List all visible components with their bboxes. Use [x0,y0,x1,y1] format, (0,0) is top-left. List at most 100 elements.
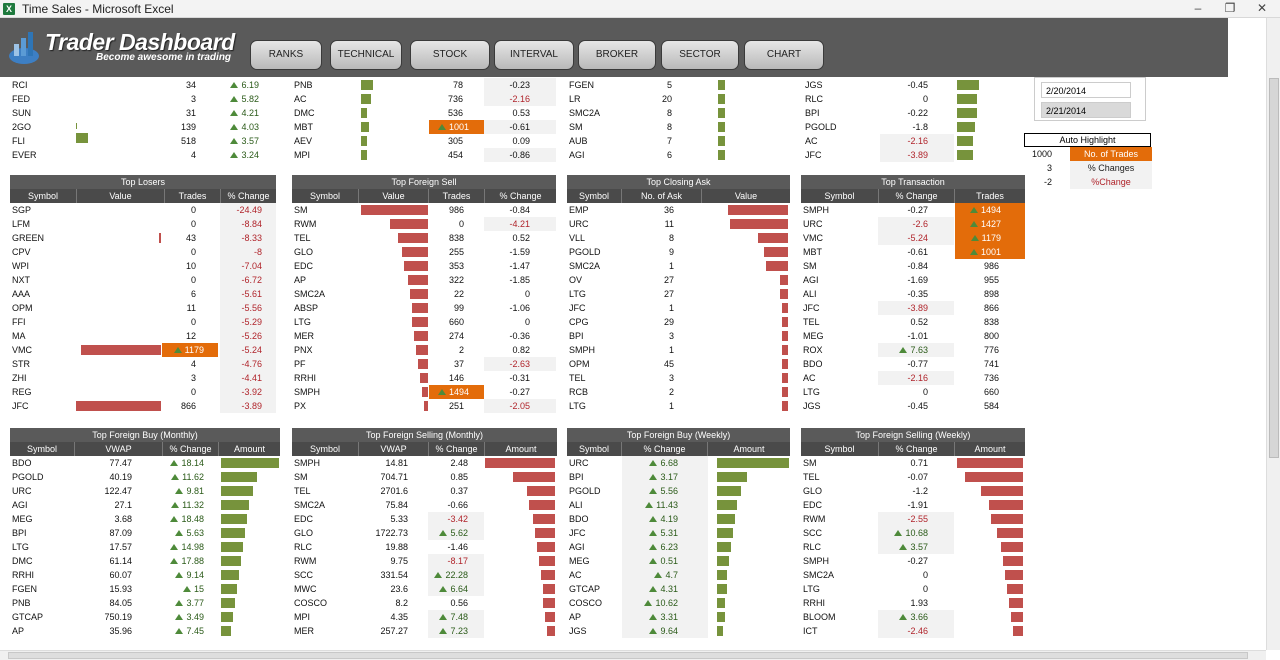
partial-c-symbol: SM [569,122,583,132]
minimize-icon[interactable]: ‒ [1194,1,1202,15]
fbm-symbol: MEG [12,514,33,524]
fbm-change: 3.49 [160,610,204,624]
horizontal-scrollbar[interactable] [0,650,1266,660]
partial-d-change: 0 [922,94,928,104]
date-item[interactable]: 2/20/2014 [1041,82,1131,98]
scroll-thumb[interactable] [1269,78,1279,458]
up-arrow-icon [970,235,979,241]
partial-b-change: 0.09 [512,136,530,146]
vertical-scrollbar[interactable] [1266,18,1280,650]
partial-a-change: 5.82 [205,92,259,106]
up-arrow-icon [644,600,653,606]
nav-button-sector[interactable]: SECTOR [661,40,739,70]
value-bar [81,345,161,355]
ask-count: 1 [668,345,674,355]
ask-symbol: JFC [569,303,586,313]
partial-a-change: 6.19 [205,78,259,92]
losers-symbol: OPM [12,303,33,313]
losers-change: -6.72 [241,275,262,285]
top_transaction-header: Symbol % Change Trades [801,189,1025,203]
fsell-trades: 2 [458,345,464,355]
nav-button-chart[interactable]: CHART [744,40,824,70]
up-arrow-icon [170,558,179,564]
cell-bg [622,554,708,568]
cell-bg [428,582,484,596]
trans-trades: 800 [983,331,999,341]
value-bar [361,136,367,146]
fsell-change: -2.63 [509,359,530,369]
value-bar [782,345,788,355]
top_foreign_sell-header: Symbol Value Trades% Change [292,189,556,203]
cell-bg [622,568,708,582]
cell-bg [622,498,708,512]
up-arrow-icon [182,586,191,592]
up-arrow-icon [170,516,179,522]
fsm-change: -8.17 [447,556,468,566]
rule-value[interactable]: 3 [1046,163,1052,173]
value-bar [398,233,428,243]
fsell-symbol: SMPH [294,387,321,397]
ask-symbol: OPM [569,359,590,369]
rule-value[interactable]: 1000 [1031,149,1052,159]
fsm-symbol: SM [294,472,308,482]
trans-trades: 1001 [955,245,1001,259]
nav-button-technical[interactable]: TECHNICAL [330,40,402,70]
top_foreign_sell-col-0: Symbol [309,191,340,201]
trans-change: 0 [922,387,928,397]
trans-change: -1.01 [907,331,928,341]
fsm-vwap: 4.35 [390,612,408,622]
hscroll-thumb[interactable] [8,652,1248,659]
top_closing_ask-col-0: Symbol [578,191,609,201]
fsw-change: -0.07 [907,472,928,482]
nav-button-ranks[interactable]: RANKS [250,40,322,70]
neg-cell-bg [484,399,556,413]
losers-change: -24.49 [236,205,262,215]
fsell-change: -1.59 [509,247,530,257]
restore-icon[interactable]: ❐ [1224,1,1236,15]
up-arrow-icon [230,152,239,158]
fbm-vwap: 750.19 [104,612,132,622]
amount-bar [221,584,237,594]
value-bar [76,401,161,411]
ask-symbol: SMC2A [569,261,601,271]
partial-a-symbol: FED [12,94,30,104]
fbm-vwap: 35.96 [109,626,132,636]
cell-bg [428,624,484,638]
nav-button-stock[interactable]: STOCK [410,40,490,70]
up-arrow-icon [439,614,448,620]
cell-bg [878,624,954,638]
amount-bar [717,570,727,580]
fbm-change: 5.63 [160,526,204,540]
date-item[interactable]: 2/21/2014 [1041,102,1131,118]
amount-bar [527,486,555,496]
trans-change: 0.52 [910,317,928,327]
amount-bar [717,598,725,608]
fsm-symbol: MER [294,626,314,636]
partial-c-count: 7 [666,136,672,146]
amount-bar [221,458,279,468]
trans-trades: 584 [983,401,999,411]
fbw-symbol: PGOLD [569,486,601,496]
fsell-symbol: GLO [294,247,314,257]
ask-symbol: VLL [569,233,586,243]
close-icon[interactable]: ✕ [1256,1,1268,15]
losers-trades: 0 [190,317,196,327]
partial-d-symbol: AC [805,136,818,146]
losers-change: -4.41 [241,373,262,383]
amount-bar [717,472,747,482]
top_losers-col-1: Value [76,189,164,203]
foreign_selling_weekly-col-2: Amount [954,442,1025,456]
neg-cell-bg [484,357,556,371]
rule-value[interactable]: -2 [1043,177,1052,187]
losers-change: -5.29 [241,317,262,327]
nav-button-broker[interactable]: BROKER [578,40,656,70]
losers-trades: 12 [185,331,196,341]
ask-symbol: URC [569,219,589,229]
losers-trades: 0 [190,247,196,257]
value-bar [782,317,788,327]
amount-bar [221,486,253,496]
date-slicer[interactable]: 2/20/2014 2/21/2014 [1034,77,1146,121]
nav-button-interval[interactable]: INTERVAL [494,40,574,70]
up-arrow-icon [171,474,180,480]
highlight-cell [955,245,1025,259]
